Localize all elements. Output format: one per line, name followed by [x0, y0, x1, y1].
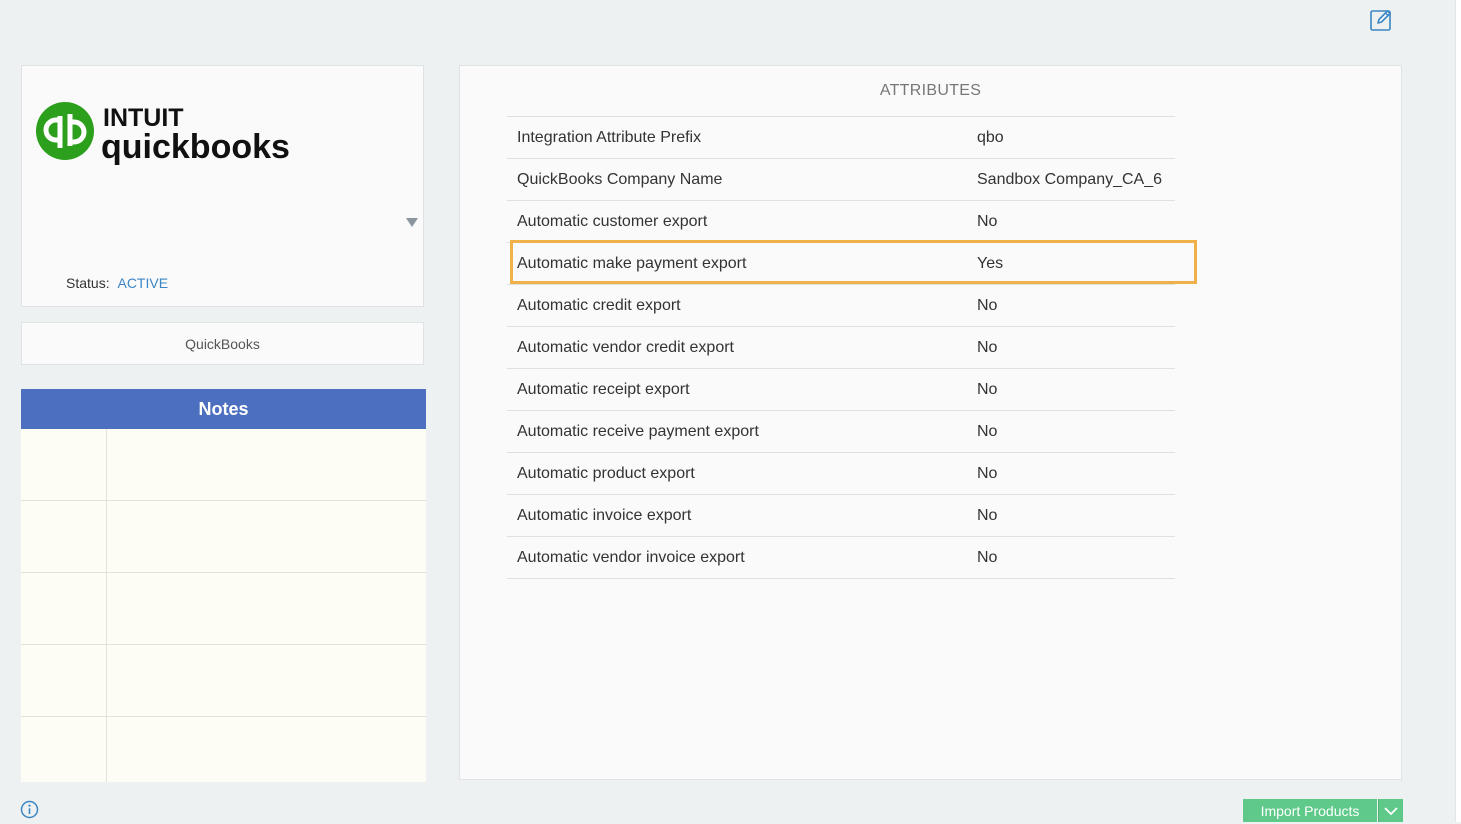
- notes-row: [21, 645, 426, 717]
- attribute-row: Automatic credit export No: [507, 285, 1175, 327]
- edit-icon: [1370, 10, 1391, 31]
- notes-row: [21, 573, 426, 645]
- attribute-key: Automatic invoice export: [517, 506, 692, 524]
- attribute-key: Automatic credit export: [517, 296, 681, 314]
- attribute-row: Automatic product export No: [507, 453, 1175, 495]
- attributes-title: ATTRIBUTES: [879, 82, 982, 99]
- attribute-value: No: [977, 464, 998, 482]
- integration-card: INTUIT quickbooks Status: ACTIVE: [21, 65, 424, 307]
- attribute-value: No: [977, 212, 998, 230]
- attribute-key: QuickBooks Company Name: [517, 170, 723, 188]
- attribute-key: Integration Attribute Prefix: [517, 128, 702, 146]
- attribute-value: No: [977, 380, 998, 398]
- edit-button[interactable]: [1368, 7, 1394, 33]
- attributes-panel: ATTRIBUTES Integration Attribute Prefix q…: [459, 65, 1402, 780]
- attribute-row: Automatic receive payment export No: [507, 411, 1175, 453]
- attribute-key: Automatic vendor credit export: [517, 338, 734, 356]
- attribute-key: Automatic product export: [517, 464, 695, 482]
- attribute-value: No: [977, 506, 998, 524]
- attribute-value: No: [977, 296, 998, 314]
- attribute-row: Automatic make payment export Yes: [507, 243, 1175, 285]
- attribute-row: Automatic vendor credit export No: [507, 327, 1175, 369]
- attribute-row: Automatic customer export No: [507, 201, 1175, 243]
- logo-product-text: quickbooks: [101, 128, 290, 166]
- status-label: Status:: [66, 275, 110, 291]
- notes-row: [21, 717, 426, 782]
- attribute-row: Automatic invoice export No: [507, 495, 1175, 537]
- import-products-button[interactable]: Import Products: [1243, 799, 1377, 822]
- attribute-value: qbo: [977, 128, 1004, 146]
- attribute-value: Sandbox Company_CA_6: [977, 170, 1163, 188]
- chevron-down-icon: [1384, 806, 1398, 815]
- notes-header: Notes: [21, 389, 426, 429]
- notes-row: [21, 501, 426, 573]
- status-value: ACTIVE: [117, 275, 169, 291]
- integration-name: QuickBooks: [21, 322, 424, 365]
- notes-row: [21, 429, 426, 501]
- attributes-table: Integration Attribute Prefix qbo QuickBoo…: [507, 116, 1175, 579]
- attribute-value: Yes: [977, 254, 1004, 272]
- caret-down-icon[interactable]: [406, 218, 418, 227]
- notes-table: [21, 429, 426, 782]
- attribute-value: No: [977, 338, 998, 356]
- attribute-key: Automatic receive payment export: [517, 422, 759, 440]
- status-line: Status: ACTIVE: [66, 275, 168, 291]
- attribute-key: Automatic receipt export: [517, 380, 690, 398]
- quickbooks-logo: INTUIT quickbooks: [36, 100, 296, 175]
- attribute-value: No: [977, 548, 998, 566]
- attribute-key: Automatic vendor invoice export: [517, 548, 745, 566]
- import-options-button[interactable]: [1378, 799, 1403, 822]
- right-scroll-rail: [1455, 0, 1461, 822]
- attribute-key: Automatic customer export: [517, 212, 708, 230]
- logo-brand-text: INTUIT: [103, 104, 184, 132]
- attribute-value: No: [977, 422, 998, 440]
- attribute-row: Automatic vendor invoice export No: [507, 537, 1175, 579]
- attribute-row: Integration Attribute Prefix qbo: [507, 117, 1175, 159]
- attribute-row: Automatic receipt export No: [507, 369, 1175, 411]
- attribute-row: QuickBooks Company Name Sandbox Company_C…: [507, 159, 1175, 201]
- attribute-key: Automatic make payment export: [517, 254, 747, 272]
- info-icon[interactable]: [20, 800, 39, 819]
